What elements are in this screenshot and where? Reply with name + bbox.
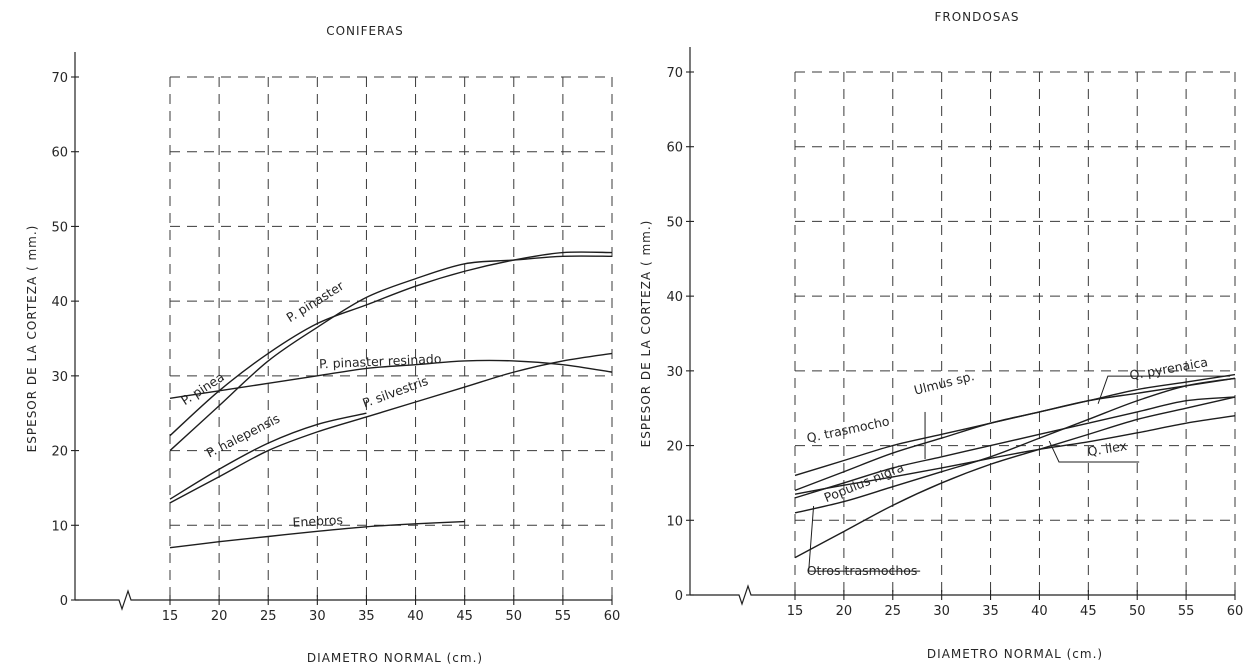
series-line-p-silvestris: [169, 352, 613, 504]
ilex-leader-line: [1048, 440, 1140, 463]
y-tick-label: 20: [51, 445, 68, 460]
y-tick-label: 30: [51, 370, 68, 385]
series-line-populus-nigra: [794, 377, 1236, 514]
y-axis-label: ESPESOR DE LA CORTEZA ( mm.): [25, 225, 39, 453]
x-tick-label: 35: [358, 609, 375, 624]
y-tick-label: 10: [666, 514, 683, 529]
x-axis-line: [690, 584, 1235, 606]
series-line-ulmus-sp: [794, 373, 1236, 492]
x-tick-label: 25: [260, 609, 277, 624]
series-label-p-halepensis: P. halepensis: [204, 411, 282, 461]
series-label-q-ilex: Q. ilex: [1086, 438, 1127, 459]
x-tick-label: 50: [506, 609, 523, 624]
chart-title: FRONDOSAS: [934, 10, 1019, 24]
chart-panel-coniferas: CONIFERAS 0 10 20 30 40 50 60 70 15 20 25 30 35 40 45 50…: [25, 24, 620, 665]
x-axis-label: DIAMETRO NORMAL (cm.): [927, 647, 1103, 661]
x-tick-label: 50: [1129, 604, 1146, 619]
y-tick-label: 50: [666, 215, 683, 230]
series-line-p-pinea: [169, 251, 613, 437]
y-tick-label: 0: [675, 589, 683, 604]
pyrenaica-leader-line: [1097, 375, 1231, 404]
series-line-p-pinaster-resinado: [169, 359, 613, 399]
y-tick-label: 50: [51, 220, 68, 235]
y-tick-label: 20: [666, 440, 683, 455]
y-tick-label: 60: [51, 146, 68, 161]
series-label-enebros: Enebros: [292, 512, 343, 530]
series-label-p-silvestris: P. silvestris: [360, 373, 430, 411]
x-tick-label: 15: [162, 609, 179, 624]
otros-leader-line: [808, 506, 921, 572]
x-tick-label: 40: [1031, 604, 1048, 619]
y-tick-label: 40: [666, 290, 683, 305]
x-tick-label: 30: [309, 609, 326, 624]
x-axis-line: [75, 589, 612, 611]
x-tick-label: 45: [1080, 604, 1097, 619]
chart-panel-frondosas: FRONDOSAS 0 10 20 30 40 50 60 70 15 20 25 30 35 40 45 50…: [639, 10, 1243, 661]
y-tick-label: 70: [666, 66, 683, 81]
x-tick-label: 30: [933, 604, 950, 619]
x-tick-label: 55: [1178, 604, 1195, 619]
series-label-otros-trasmochos: Otros trasmochos: [807, 563, 918, 578]
series-line-q-pyrenaica: [794, 396, 1236, 499]
series-label-q-pyrenaica: Q. pyrenaica: [1128, 354, 1209, 383]
series-line-enebros: [169, 520, 465, 549]
x-tick-label: 55: [555, 609, 572, 624]
x-tick-label: 20: [836, 604, 853, 619]
series-label-q-trasmocho: Q. trasmocho: [805, 413, 891, 445]
x-axis-label: DIAMETRO NORMAL (cm.): [307, 651, 483, 665]
series-label-ulmus-sp: Ulmus sp.: [912, 368, 975, 397]
x-tick-label: 35: [982, 604, 999, 619]
chart-title: CONIFERAS: [326, 24, 404, 38]
x-tick-label: 60: [1227, 604, 1244, 619]
x-tick-label: 25: [885, 604, 902, 619]
x-tick-label: 15: [787, 604, 804, 619]
series-line-otros-trasmochos: [794, 396, 1236, 559]
x-tick-label: 60: [604, 609, 621, 624]
y-tick-label: 60: [666, 141, 683, 156]
x-tick-label: 40: [407, 609, 424, 624]
series-line-q-ilex: [794, 414, 1236, 495]
y-tick-label: 40: [51, 295, 68, 310]
series-label-p-pinaster-resinado: P. pinaster resinado: [319, 351, 442, 371]
x-tick-label: 20: [211, 609, 228, 624]
x-tick-label: 45: [456, 609, 473, 624]
y-tick-label: 70: [51, 71, 68, 86]
series-line-p-halepensis: [169, 412, 367, 500]
y-axis-label: ESPESOR DE LA CORTEZA ( mm.): [639, 220, 653, 448]
y-tick-label: 30: [666, 365, 683, 380]
y-tick-label: 0: [60, 594, 68, 609]
y-tick-label: 10: [51, 519, 68, 534]
